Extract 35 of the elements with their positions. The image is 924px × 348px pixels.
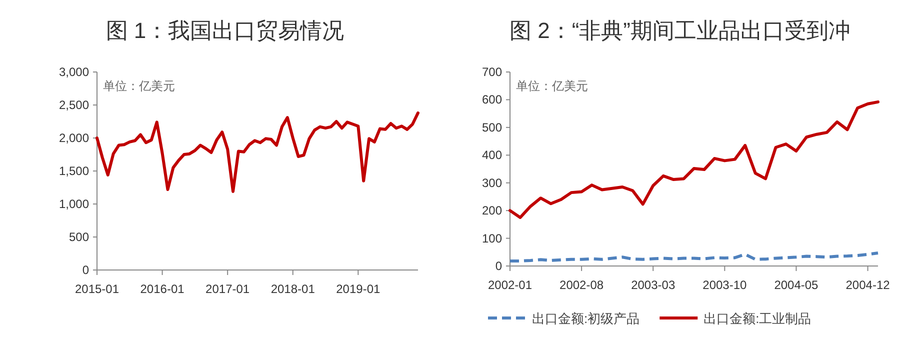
x-tick-label: 2004-05 xyxy=(774,278,819,292)
line-series xyxy=(508,251,880,263)
y-tick-label: 500 xyxy=(482,120,502,134)
chart-title: 图 1：我国出口贸易情况 xyxy=(106,18,344,43)
annotation: 单位：亿美元 xyxy=(516,79,588,93)
line-series xyxy=(96,111,420,193)
y-tick-label: 500 xyxy=(68,230,90,244)
y-tick-label: 0 xyxy=(82,263,90,277)
x-tick-label: 2017-01 xyxy=(206,282,250,296)
y-tick-label: 1,000 xyxy=(58,197,90,211)
x-tick-label: 2004-12 xyxy=(846,278,890,292)
y-tick-label: 3,000 xyxy=(58,65,90,79)
annotation: 单位：亿美元 xyxy=(103,79,175,93)
y-tick-label: 200 xyxy=(482,204,502,218)
y-tick-label: 2,000 xyxy=(58,131,90,145)
x-tick-label: 2002-08 xyxy=(560,278,604,292)
y-tick-label: 700 xyxy=(482,65,502,79)
y-tick-label: 300 xyxy=(482,176,502,190)
y-tick-label: 1,500 xyxy=(58,164,90,178)
x-tick-label: 2019-01 xyxy=(336,282,380,296)
legend-label: 出口金额:工业制品 xyxy=(704,311,812,326)
x-tick-label: 2002-01 xyxy=(488,278,532,292)
y-tick-label: 600 xyxy=(482,92,502,107)
y-tick-label: 2,500 xyxy=(58,98,90,112)
x-tick-label: 2015-01 xyxy=(74,282,120,296)
x-tick-label: 2016-01 xyxy=(140,282,185,296)
x-tick-label: 2003-03 xyxy=(631,278,676,292)
legend-label: 出口金额:初级产品 xyxy=(532,311,640,326)
chart-title: 图 2：“非典”期间工业品出口受到冲 xyxy=(510,18,850,43)
line-series xyxy=(508,100,880,219)
y-tick-label: 0 xyxy=(495,259,502,273)
x-tick-label: 2003-10 xyxy=(702,278,748,292)
x-tick-label: 2018-01 xyxy=(270,282,316,296)
y-tick-label: 100 xyxy=(482,231,502,246)
y-tick-label: 400 xyxy=(482,148,502,162)
